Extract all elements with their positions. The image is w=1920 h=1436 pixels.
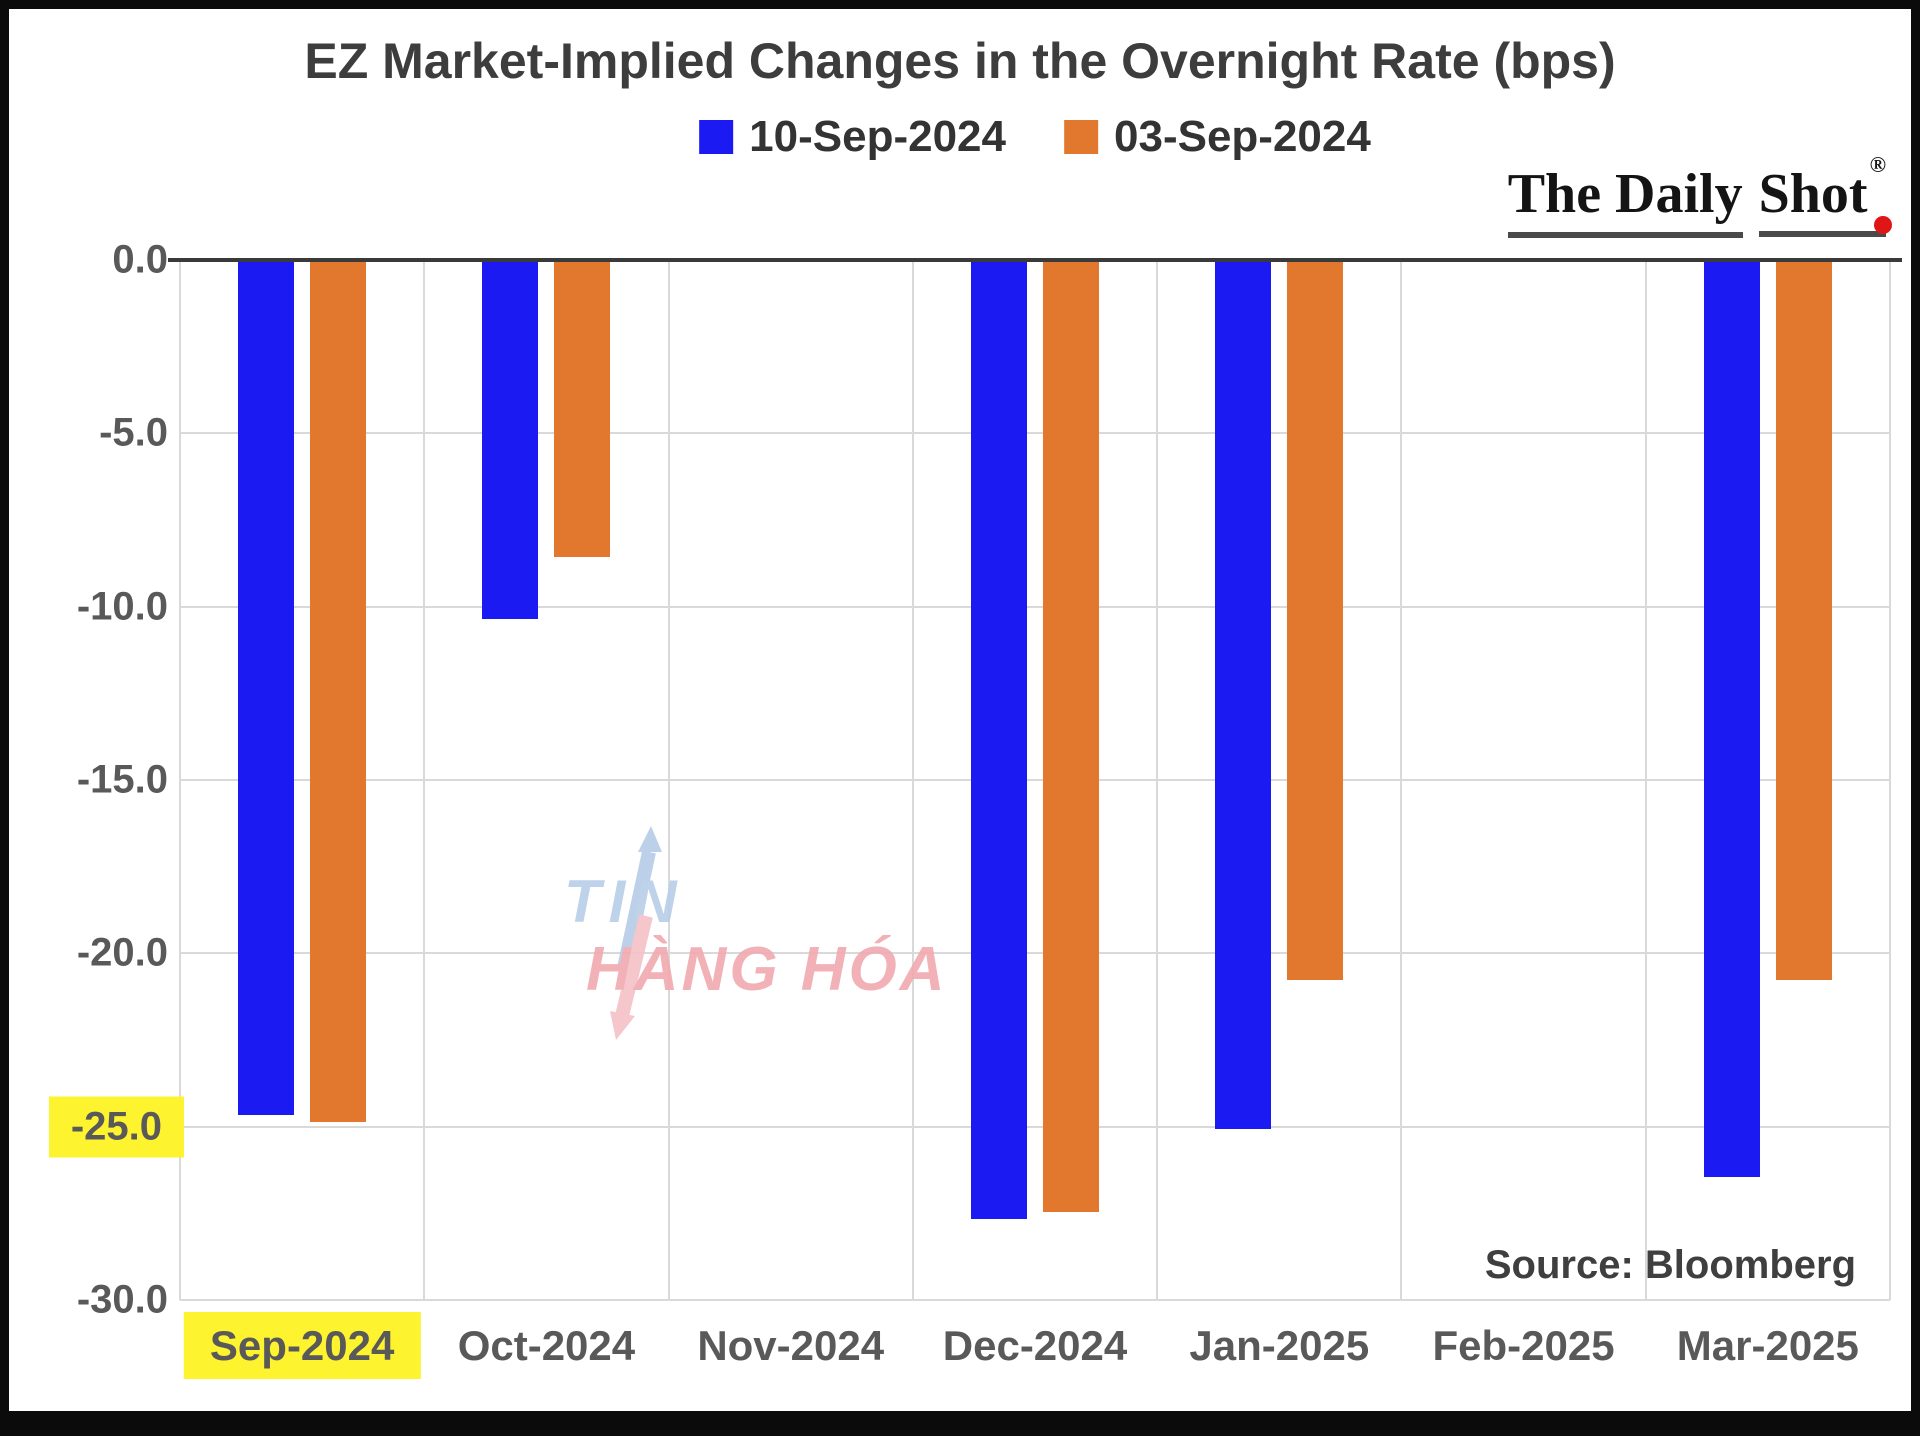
bar-03-sep-2024-jan-2025: [1287, 262, 1344, 980]
y-tick-label-0.0: 0.0: [8, 238, 168, 283]
x-tick-text: Nov-2024: [697, 1322, 885, 1369]
bar-03-sep-2024-oct-2024: [554, 262, 611, 557]
hgridline--30.0: [180, 1299, 1890, 1301]
y-tick-text: -15.0: [76, 757, 168, 802]
bar-03-sep-2024-dec-2024: [1043, 262, 1099, 1212]
bar-10-sep-2024-jan-2025: [1215, 262, 1272, 1129]
x-tick-label-jan-2025: Jan-2025: [1189, 1322, 1369, 1370]
vgridline-1: [423, 260, 426, 1300]
legend-item-blue: 10-Sep-2024: [699, 112, 1006, 162]
y-tick-label--20.0: -20.0: [8, 931, 168, 976]
x-tick-text: Mar-2025: [1676, 1322, 1859, 1369]
legend: 10-Sep-2024 03-Sep-2024: [699, 112, 1371, 162]
source-note: Source: Bloomberg: [1484, 1243, 1856, 1287]
x-tick-label-dec-2024: Dec-2024: [943, 1322, 1127, 1370]
x-tick-text: Feb-2025: [1432, 1322, 1615, 1369]
legend-swatch-blue-icon: [699, 120, 734, 154]
registered-mark: ®: [1869, 152, 1886, 177]
legend-label-blue: 10-Sep-2024: [749, 112, 1006, 161]
y-tick-text: 0.0: [112, 237, 168, 282]
x-tick-text: Sep-2024: [183, 1312, 421, 1379]
y-tick-label--25.0: -25.0: [8, 1096, 184, 1158]
y-tick-label--10.0: -10.0: [8, 584, 168, 629]
y-tick-text: -25.0: [48, 1096, 184, 1158]
vgridline-0: [179, 260, 181, 1300]
x-tick-label-oct-2024: Oct-2024: [458, 1322, 635, 1370]
bar-03-sep-2024-mar-2025: [1775, 262, 1832, 980]
logo-text-part2-wrap: Shot®: [1758, 152, 1892, 237]
logo-text-part2: Shot®: [1758, 152, 1886, 237]
logo-red-dot-icon: [1874, 216, 1892, 234]
vgridline-3: [911, 260, 914, 1300]
x-tick-label-sep-2024: Sep-2024: [183, 1312, 421, 1379]
vgridline-2: [667, 260, 670, 1300]
vgridline-4: [1156, 260, 1159, 1300]
x-tick-label-mar-2025: Mar-2025: [1677, 1322, 1859, 1370]
x-tick-label-nov-2024: Nov-2024: [697, 1322, 884, 1370]
legend-item-orange: 03-Sep-2024: [1064, 112, 1371, 162]
y-tick-label--30.0: -30.0: [8, 1278, 168, 1323]
bar-10-sep-2024-sep-2024: [238, 262, 295, 1115]
vgridline-7: [1889, 260, 1891, 1300]
chart-title: EZ Market-Implied Changes in the Overnig…: [304, 33, 1616, 89]
y-tick-text: -10.0: [76, 584, 168, 629]
vgridline-6: [1644, 260, 1647, 1300]
bar-03-sep-2024-sep-2024: [310, 262, 367, 1122]
y-tick-text: -30.0: [76, 1277, 168, 1322]
x-tick-label-feb-2025: Feb-2025: [1433, 1322, 1615, 1370]
plot-area: [168, 258, 1902, 1301]
x-axis-zero-line: [168, 258, 1902, 262]
x-tick-text: Oct-2024: [457, 1322, 636, 1369]
x-tick-text: Dec-2024: [942, 1322, 1128, 1369]
vgridline-5: [1400, 260, 1403, 1300]
daily-shot-logo: The Daily Shot®: [1507, 152, 1892, 238]
bar-10-sep-2024-oct-2024: [482, 262, 539, 620]
y-tick-label--5.0: -5.0: [8, 411, 168, 456]
y-tick-label--15.0: -15.0: [8, 758, 168, 803]
hgridline--25.0: [180, 1125, 1890, 1128]
legend-label-orange: 03-Sep-2024: [1114, 112, 1371, 161]
bar-10-sep-2024-dec-2024: [971, 262, 1027, 1219]
bar-10-sep-2024-mar-2025: [1703, 262, 1760, 1178]
hgridline--20.0: [180, 952, 1890, 955]
legend-swatch-orange-icon: [1064, 120, 1098, 154]
x-tick-text: Jan-2025: [1189, 1322, 1370, 1369]
hgridline--10.0: [180, 605, 1890, 608]
logo-text-part1: The Daily: [1507, 162, 1743, 238]
hgridline--5.0: [180, 432, 1890, 435]
y-tick-text: -20.0: [76, 930, 168, 975]
hgridline--15.0: [180, 779, 1890, 781]
y-tick-text: -5.0: [99, 410, 168, 455]
